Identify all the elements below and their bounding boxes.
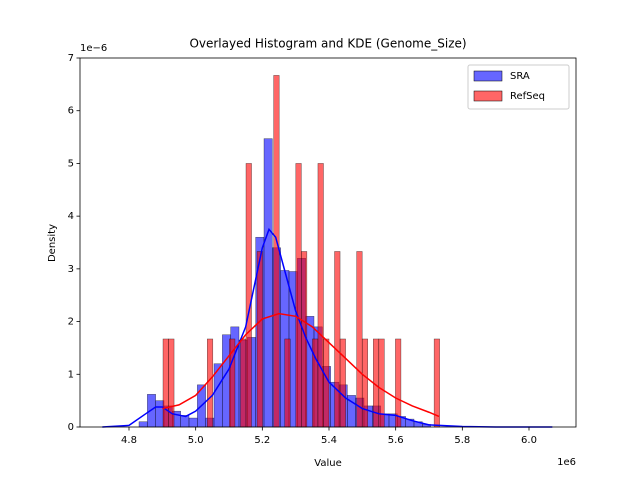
x-tick-label: 4.8 [121, 435, 137, 446]
histogram-bar [256, 251, 263, 428]
kde-line [102, 227, 553, 428]
histogram-bar [245, 163, 252, 428]
histogram-bar [240, 338, 247, 428]
x-tick-label: 5.6 [388, 435, 404, 446]
y-tick-label: 0 [68, 422, 74, 433]
histogram-bar [162, 338, 169, 428]
chart-title: Overlayed Histogram and KDE (Genome_Size… [189, 37, 466, 51]
y-axis-label: Density [47, 224, 58, 262]
x-tick-label: 5.2 [254, 435, 270, 446]
y-tick-label: 1 [68, 369, 74, 380]
x-tick-label: 6.0 [521, 435, 537, 446]
histogram-bar [356, 251, 363, 428]
x-tick-label: 5.0 [188, 435, 204, 446]
histogram-bar [284, 338, 291, 428]
histogram-bar [138, 421, 148, 428]
legend-swatch [473, 70, 503, 82]
y-tick-label: 5 [68, 158, 74, 169]
histogram-bar [263, 138, 273, 428]
histogram-bar [339, 338, 346, 428]
x-axis-label: Value [314, 458, 341, 469]
histogram-bar [334, 251, 341, 428]
x-tick-label: 5.4 [321, 435, 337, 446]
y-tick-label: 7 [68, 53, 74, 64]
histogram-bar [323, 338, 330, 428]
plot-frame [79, 57, 577, 428]
x-offset-label: 1e6 [557, 457, 576, 468]
y-tick-label: 2 [68, 317, 74, 328]
y-tick-label: 4 [68, 211, 74, 222]
histogram-bar [180, 415, 190, 428]
histogram-bar [273, 75, 280, 428]
histogram-bar [395, 338, 402, 428]
legend-swatch [473, 90, 503, 102]
histogram-bar [188, 417, 198, 428]
histogram-bar [207, 338, 214, 428]
x-tick-label: 5.8 [454, 435, 470, 446]
y-tick-label: 3 [68, 264, 74, 275]
histogram-bar [295, 163, 302, 428]
histogram-bar [433, 338, 440, 428]
kde-line [162, 312, 440, 418]
histogram-bar [317, 163, 324, 428]
legend-label: SRA [510, 71, 530, 82]
y-offset-label: 1e−6 [80, 43, 107, 54]
legend-label: RefSeq [510, 91, 545, 102]
histogram-bar [361, 338, 368, 428]
y-tick-label: 6 [68, 106, 74, 117]
